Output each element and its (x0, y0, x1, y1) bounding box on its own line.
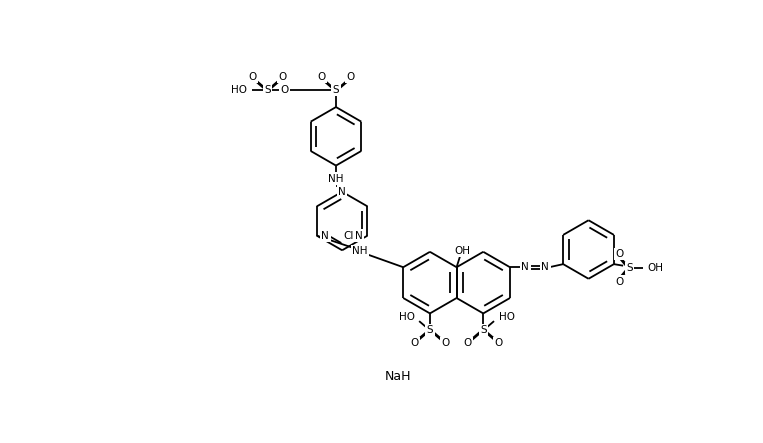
Text: N: N (542, 262, 549, 272)
Text: N: N (355, 231, 363, 241)
Text: HO: HO (230, 85, 246, 95)
Text: HO: HO (499, 312, 515, 322)
Text: O: O (615, 249, 623, 259)
Text: O: O (346, 72, 355, 82)
Text: O: O (278, 72, 286, 82)
Text: NaH: NaH (385, 370, 410, 383)
Text: O: O (441, 338, 449, 349)
Text: S: S (333, 85, 340, 95)
Text: OH: OH (648, 263, 664, 273)
Text: O: O (249, 72, 257, 82)
Text: N: N (521, 262, 530, 272)
Text: N: N (338, 187, 346, 197)
Text: O: O (280, 85, 288, 95)
Text: Cl: Cl (343, 231, 353, 241)
Text: O: O (317, 72, 326, 82)
Text: O: O (494, 338, 503, 349)
Text: OH: OH (455, 246, 471, 256)
Text: HO: HO (398, 312, 414, 322)
Text: NH: NH (353, 246, 368, 256)
Text: S: S (480, 325, 487, 335)
Text: O: O (615, 277, 623, 287)
Text: O: O (410, 338, 419, 349)
Text: N: N (321, 231, 329, 241)
Text: S: S (626, 263, 633, 273)
Text: S: S (264, 85, 271, 95)
Text: O: O (464, 338, 472, 349)
Text: S: S (427, 325, 433, 335)
Text: NH: NH (328, 174, 344, 184)
